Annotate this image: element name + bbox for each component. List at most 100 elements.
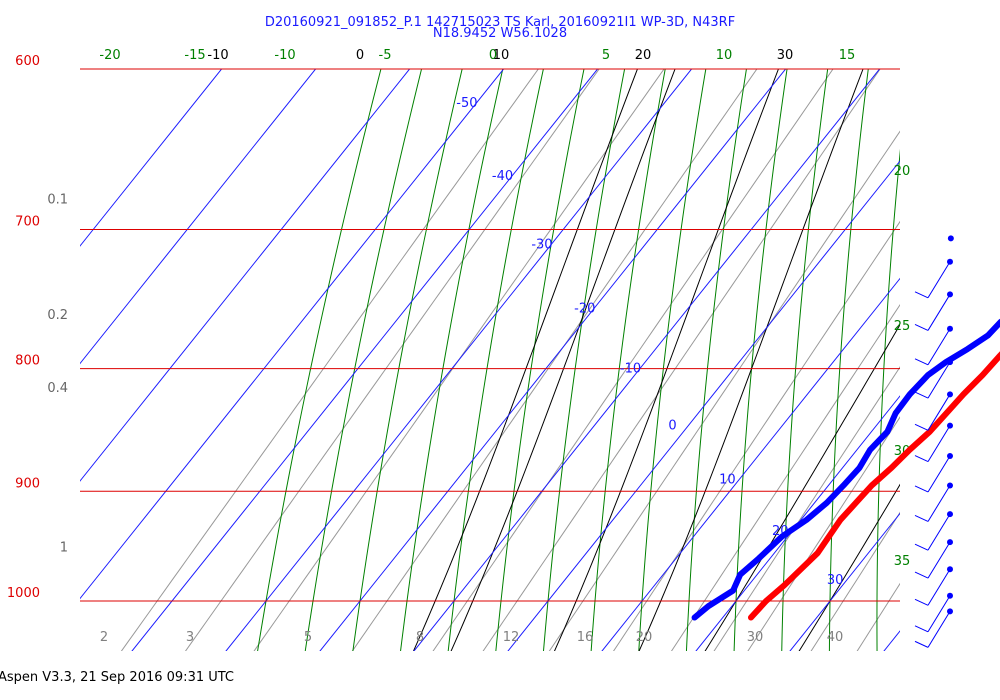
mixing-ratio-line (253, 69, 665, 651)
dry-adiabat-line (542, 69, 626, 651)
wind-barb-flag (914, 323, 929, 331)
chart-title-line1: D20160921_091852_P.1 142715023 TS Karl, … (264, 15, 736, 30)
wind-barb (914, 452, 953, 493)
dry-adiabat-line (781, 69, 829, 651)
dry-adiabat-line (685, 69, 747, 651)
wind-barb (914, 592, 953, 633)
isobar-label: 700 (15, 215, 40, 230)
dry-adiabat-line (590, 69, 666, 651)
bottom-mixing-ratio-label: 2 (100, 630, 108, 645)
wind-barb-shaft (927, 541, 951, 579)
right-dry-adiabat-label: 20 (894, 164, 911, 179)
wind-barb (914, 391, 953, 431)
wind-barb (914, 511, 953, 551)
isobar-label: 1000 (7, 586, 40, 601)
wind-barb-flag (914, 571, 929, 579)
isotherm-line (507, 160, 900, 651)
isotherm-label: 30 (827, 573, 844, 588)
wind-barb-flag (914, 515, 929, 522)
isotherm-label: -50 (456, 96, 477, 111)
chart-title-line2: N18.9452 W56.1028 (432, 26, 568, 41)
wind-barb (914, 482, 953, 522)
mixing-ratio-line (120, 69, 539, 651)
moist-adiabat-line (798, 483, 900, 651)
dry-adiabat-line (400, 69, 504, 651)
bottom-mixing-ratio-label: 40 (827, 630, 844, 645)
bottom-mixing-ratio-label: 16 (577, 630, 594, 645)
isotherm-label: 0 (668, 419, 676, 434)
wind-barb-flag (914, 543, 929, 551)
isolated-dewpoint-point (947, 235, 954, 242)
isobar-label: 600 (15, 54, 40, 69)
isotherm-line (601, 277, 900, 651)
wind-barb-shaft (927, 394, 951, 431)
bottom-mixing-ratio-label: 30 (747, 630, 764, 645)
isobar-label: 900 (15, 476, 40, 491)
right-dry-adiabat-label: 35 (894, 554, 911, 569)
isotherm-line (413, 69, 881, 651)
top-dry-adiabat-label: -20 (99, 48, 120, 63)
footer-version: Aspen V3.3, 21 Sep 2016 09:31 UTC (0, 670, 235, 685)
isotherm-line (80, 69, 223, 247)
dewpoint-profile-line (691, 318, 1000, 621)
wind-barb-shaft (927, 425, 951, 462)
top-moist-adiabat-label: 0 (356, 48, 364, 63)
isobar-label: 800 (15, 354, 40, 369)
wind-barb (914, 359, 953, 399)
mixing-ratio-line (810, 511, 900, 651)
wind-barb-shaft (927, 595, 951, 633)
isotherm-label: -10 (620, 362, 641, 377)
isotherm-label: -40 (492, 169, 513, 184)
wind-barb-shaft (927, 455, 951, 493)
wind-barb-shaft (927, 261, 951, 299)
dry-adiabat-line (924, 0, 957, 652)
isotherm-label: -20 (574, 301, 595, 316)
wind-barb-flag (914, 640, 929, 648)
wind-barb (914, 539, 953, 579)
top-dry-adiabat-label: -10 (274, 48, 295, 63)
bottom-mixing-ratio-label: 3 (186, 630, 194, 645)
dry-adiabat-line (257, 69, 382, 651)
top-dry-adiabat-label: 5 (602, 48, 610, 63)
top-dry-adiabat-label: 10 (716, 48, 733, 63)
top-moist-adiabat-label: 30 (777, 48, 794, 63)
wind-barb-shaft (927, 611, 951, 648)
wind-barb-flag (914, 485, 929, 493)
mixing-ratio-line (747, 416, 900, 651)
moist-adiabat-line (704, 323, 900, 651)
bottom-mixing-ratio-label: 12 (503, 630, 520, 645)
dry-adiabat-line (876, 148, 900, 651)
wind-barb-flag (914, 391, 929, 399)
mixing-ratio-line (713, 366, 900, 651)
top-moist-adiabat-label: 10 (493, 48, 510, 63)
wind-barb-flag (914, 598, 929, 606)
mixing-ratio-left-label: 1 (60, 541, 68, 556)
mixing-ratio-line (482, 69, 881, 651)
mixing-ratio-line (432, 69, 834, 651)
mixing-ratio-left-label: 0.4 (47, 381, 68, 396)
dry-adiabat-line (733, 69, 788, 651)
isotherm-label: 10 (719, 473, 736, 488)
moist-adiabat-line (553, 69, 779, 651)
wind-barb-flag (914, 358, 929, 366)
moist-adiabat-line (450, 69, 676, 651)
wind-barb-shaft (927, 361, 951, 399)
isotherm-line (131, 69, 599, 651)
mixing-ratio-left-label: 0.2 (47, 308, 68, 323)
dry-adiabat-line (638, 69, 707, 651)
moist-adiabat-line (412, 69, 638, 651)
isotherm-line (80, 69, 317, 365)
moist-adiabat-line (638, 69, 864, 651)
right-dry-adiabat-label: 25 (894, 319, 911, 334)
wind-barb-shaft (927, 294, 951, 331)
wind-barb-flag (914, 625, 929, 633)
top-dry-adiabat-label: 15 (839, 48, 856, 63)
isotherm-line (695, 395, 900, 651)
mixing-ratio-line (184, 69, 600, 651)
top-dry-adiabat-label: -15 (184, 48, 205, 63)
isotherm-line (225, 69, 693, 651)
isotherm-line (319, 69, 787, 651)
bottom-mixing-ratio-label: 5 (304, 630, 312, 645)
wind-barb-flag (914, 291, 929, 299)
dry-adiabat-line (828, 69, 869, 651)
